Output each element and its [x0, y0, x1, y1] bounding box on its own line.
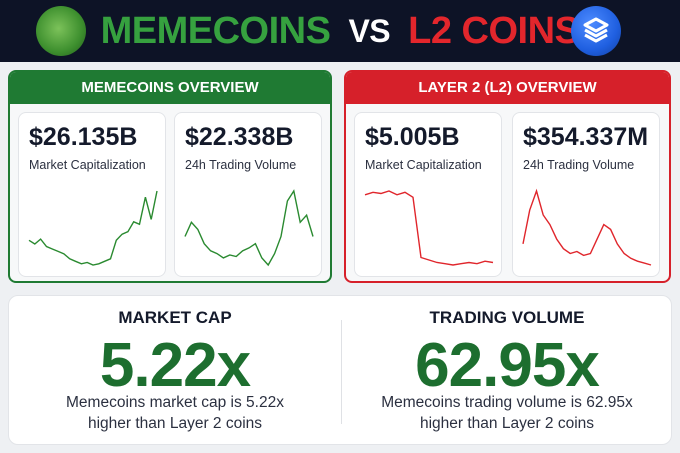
header-vs: VS — [348, 12, 391, 49]
overview-title: LAYER 2 (L2) OVERVIEW — [346, 72, 669, 104]
sparkline — [28, 190, 158, 266]
stat-value: $22.338B — [185, 123, 294, 151]
stat-value: $354.337M — [523, 123, 649, 151]
comparison-description: higher than Layer 2 coins — [87, 415, 263, 432]
divider — [341, 320, 342, 424]
memecoin-icon — [36, 6, 86, 56]
comparison-panel: MARKET CAP 5.22x Memecoins market cap is 5… — [8, 295, 672, 445]
stat-card: $26.135B Market Capitalization — [18, 112, 166, 277]
stat-label: 24h Trading Volume — [523, 158, 635, 172]
stat-card: $22.338B 24h Trading Volume — [174, 112, 322, 277]
comparison-ratio: 5.22x — [99, 331, 251, 400]
overview-panel: LAYER 2 (L2) OVERVIEW $5.005B Market Capit… — [344, 70, 671, 283]
sparkline — [522, 188, 652, 266]
sparkline-chart — [28, 190, 158, 266]
stat-label: Market Capitalization — [29, 158, 146, 172]
stat-value: $26.135B — [29, 123, 138, 151]
header-title: MEMECOINS VS L2 COINS — [0, 0, 680, 62]
sparkline-chart — [522, 188, 652, 266]
comparison-title: TRADING VOLUME — [429, 308, 585, 327]
header-bar: MEMECOINS VS L2 COINS — [0, 0, 680, 62]
comparison-ratio: 62.95x — [415, 331, 600, 400]
stat-label: 24h Trading Volume — [185, 158, 297, 172]
stat-label: Market Capitalization — [365, 158, 482, 172]
stat-value: $5.005B — [365, 123, 460, 151]
layers-glyph — [583, 17, 609, 43]
sparkline — [364, 190, 494, 266]
overview-panel: MEMECOINS OVERVIEW $26.135B Market Capital… — [8, 70, 332, 283]
stat-card: $354.337M 24h Trading Volume — [512, 112, 660, 277]
stat-card: $5.005B Market Capitalization — [354, 112, 502, 277]
l2-icon — [571, 6, 621, 56]
comparison-description: higher than Layer 2 coins — [419, 415, 595, 432]
header-left: MEMECOINS — [100, 9, 331, 52]
comparison-description: Memecoins market cap is 5.22x — [66, 394, 284, 411]
sparkline-chart — [364, 190, 494, 266]
sparkline — [184, 189, 314, 267]
header-right: L2 COINS — [408, 9, 580, 52]
sparkline-chart — [184, 189, 314, 267]
overview-title: MEMECOINS OVERVIEW — [10, 72, 330, 104]
comparison: TRADING VOLUME 62.95x Memecoins trading vo… — [341, 296, 673, 446]
comparison-title: MARKET CAP — [118, 308, 232, 327]
comparison: MARKET CAP 5.22x Memecoins market cap is 5… — [9, 296, 341, 446]
comparison-description: Memecoins trading volume is 62.95x — [381, 394, 633, 411]
